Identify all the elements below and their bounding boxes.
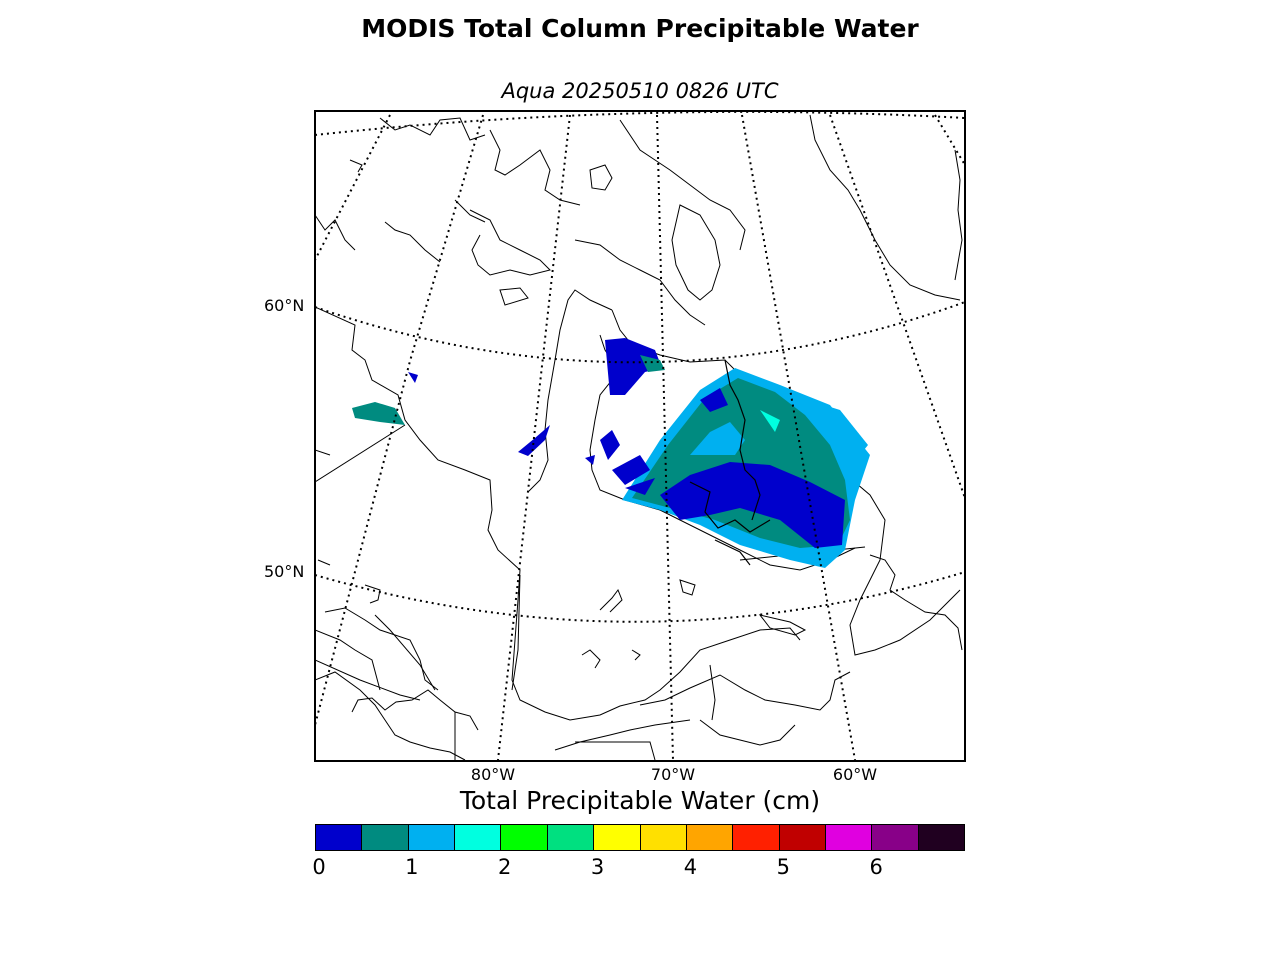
- colorbar-tick-label: 5: [776, 855, 790, 879]
- colorbar-tick-label: 3: [590, 855, 605, 879]
- coastlines: [315, 114, 963, 761]
- colorbar-segment: [686, 825, 734, 850]
- colorbar-segment: [825, 825, 873, 850]
- colorbar-segment: [779, 825, 826, 850]
- colorbar-segment: [547, 825, 595, 850]
- chart-title: MODIS Total Column Precipitable Water: [361, 14, 919, 43]
- colorbar-segment: [362, 825, 409, 850]
- colorbar-segment: [408, 825, 456, 850]
- colorbar-segment: [918, 825, 965, 850]
- colorbar-segment: [872, 825, 919, 850]
- colorbar-segment: [501, 825, 548, 850]
- colorbar-tick-label: 6: [869, 855, 883, 879]
- lon-label-60w: 60°W: [832, 765, 878, 784]
- lon-label-80w: 80°W: [470, 765, 516, 784]
- colorbar-tick-label: 4: [683, 855, 698, 879]
- coast-overlay: [689, 359, 771, 566]
- colorbar-segment: [594, 825, 641, 850]
- chart-subtitle: Aqua 20250510 0826 UTC: [501, 79, 779, 103]
- colorbar-title: Total Precipitable Water (cm): [459, 786, 821, 815]
- graticule: [315, 111, 965, 761]
- colorbar-segment: [455, 825, 502, 850]
- colorbar-tick-label: 1: [405, 855, 419, 879]
- lat-label-60n: 60°N: [264, 296, 305, 315]
- colorbar: [315, 824, 965, 851]
- colorbar-tick-label: 2: [498, 855, 512, 879]
- colorbar-segment: [640, 825, 687, 850]
- colorbar-segment: [316, 825, 363, 850]
- colorbar-tick-label: 0: [312, 855, 326, 879]
- lat-label-50n: 50°N: [264, 562, 305, 581]
- precip-water-swath: [352, 338, 870, 568]
- colorbar-segment: [733, 825, 780, 850]
- lon-label-70w: 70°W: [650, 765, 696, 784]
